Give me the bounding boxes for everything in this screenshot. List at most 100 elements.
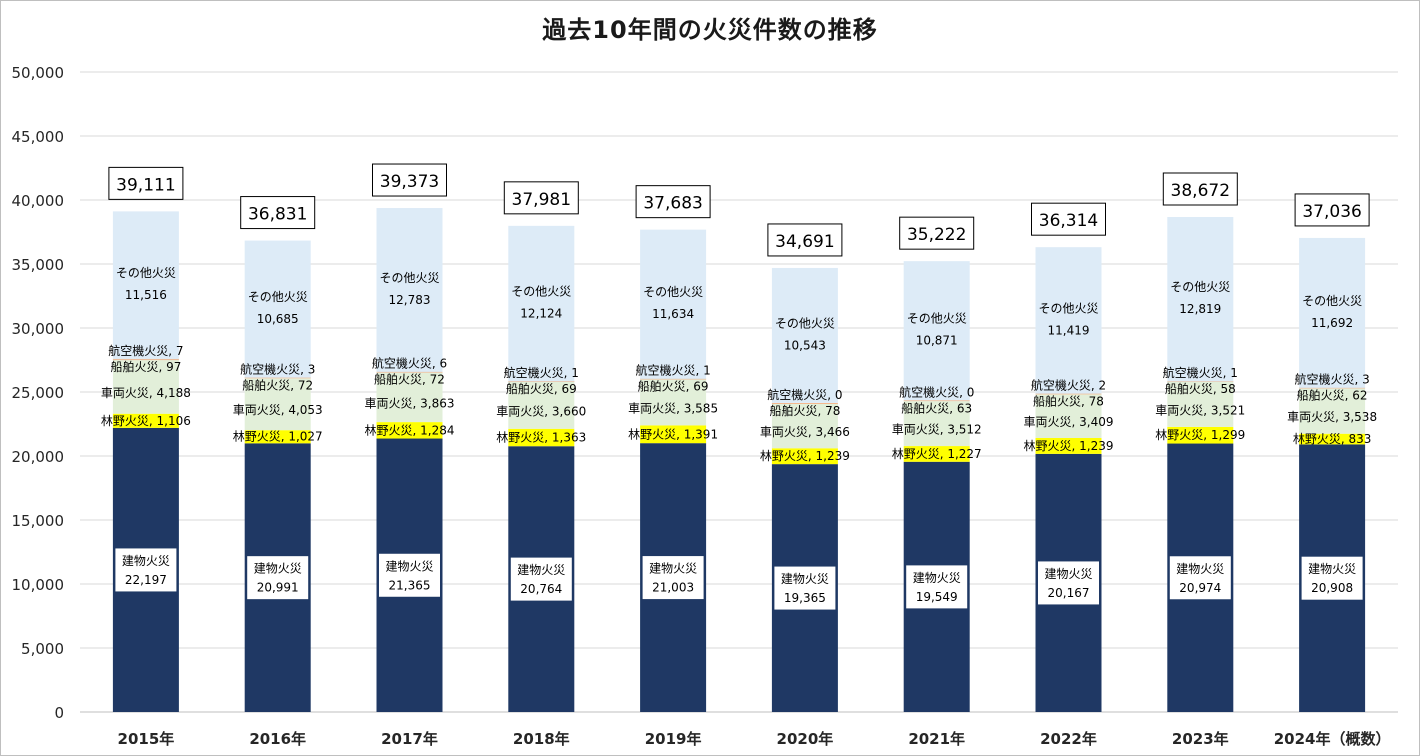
bar-segment	[903, 400, 970, 402]
bar-segment	[1299, 237, 1366, 388]
data-label: 20,908	[1311, 581, 1353, 595]
data-label: 19,365	[784, 591, 826, 605]
total-label: 38,672	[1171, 181, 1230, 201]
bar-segment	[1299, 433, 1366, 445]
data-label: 建物火災	[781, 572, 829, 586]
total-label-box	[899, 216, 975, 250]
data-label: 建物火災	[913, 571, 961, 585]
data-label: 12,783	[389, 293, 431, 307]
y-tick-label: 10,000	[12, 576, 65, 594]
data-label: 車両火災, 3,409	[1024, 415, 1114, 429]
bar-segment	[112, 413, 179, 428]
x-tick-label: 2023年	[1172, 730, 1229, 748]
data-label: 林野火災, 1,299	[1155, 428, 1245, 442]
data-label: 車両火災, 4,053	[233, 403, 323, 417]
data-label: その他火災	[1302, 294, 1362, 308]
data-label: 航空機火災, 0	[899, 384, 974, 399]
x-tick-label: 2024年（概数）	[1274, 730, 1391, 748]
bar-segment	[1035, 394, 1102, 439]
data-label: 車両火災, 3,660	[496, 404, 586, 418]
data-label: 林野火災, 1,227	[892, 447, 982, 461]
data-label: 10,543	[784, 338, 826, 352]
total-label-box	[372, 163, 447, 197]
data-label: 建物火災	[1044, 567, 1092, 581]
y-tick-label: 5,000	[21, 640, 64, 658]
data-label: その他火災	[116, 266, 176, 280]
data-label: 建物火災	[122, 554, 170, 568]
data-label: 10,871	[916, 334, 958, 348]
data-label-box	[1037, 560, 1100, 606]
data-label: その他火災	[511, 284, 571, 298]
total-label: 36,314	[1039, 211, 1098, 231]
x-tick-label: 2020年	[777, 730, 834, 748]
bar-segment	[1167, 381, 1234, 427]
data-label: 船舶火災, 72	[374, 372, 445, 387]
data-label-box	[246, 555, 310, 601]
bar-segment	[112, 358, 179, 360]
data-label: 船舶火災, 72	[242, 377, 313, 392]
bar-segment	[771, 267, 838, 403]
data-label: その他火災	[248, 290, 308, 304]
data-label: 航空機火災, 6	[372, 356, 447, 371]
data-label: 車両火災, 3,512	[892, 423, 982, 437]
total-label: 34,691	[775, 232, 834, 252]
y-tick-label: 50,000	[12, 64, 65, 82]
data-label: 船舶火災, 69	[506, 381, 577, 396]
bar-segment	[640, 229, 707, 379]
bar-segment	[1299, 388, 1366, 434]
data-label: 建物火災	[1308, 562, 1356, 576]
data-label: 林野火災, 1,391	[628, 427, 718, 441]
x-tick-label: 2022年	[1040, 730, 1097, 748]
data-label: 林野火災, 833	[1293, 432, 1372, 446]
data-label: その他火災	[775, 316, 835, 330]
bar-segment	[244, 430, 311, 444]
total-label-box	[635, 185, 711, 219]
bar-segment	[376, 208, 443, 372]
bar-segment	[112, 360, 179, 414]
data-label: 建物火災	[649, 562, 697, 576]
data-label: その他火災	[1038, 301, 1098, 315]
bar-segment	[1167, 381, 1234, 382]
data-label: 21,365	[389, 578, 431, 592]
total-label-box	[1031, 202, 1106, 236]
data-label: 船舶火災, 97	[110, 359, 181, 374]
y-tick-label: 30,000	[12, 320, 65, 338]
bar-segment	[508, 381, 575, 382]
data-label: 林野火災, 1,284	[365, 423, 455, 437]
data-label: その他火災	[379, 271, 439, 285]
bar-segment	[1299, 387, 1366, 389]
bar-segment	[771, 448, 838, 465]
y-tick-label: 40,000	[12, 192, 65, 210]
bar-segment	[376, 371, 443, 373]
data-label: 20,167	[1048, 586, 1090, 600]
data-label: 20,991	[257, 581, 299, 595]
data-label: 11,692	[1311, 316, 1353, 330]
total-label-box	[503, 181, 579, 215]
bar-segment	[640, 378, 707, 380]
total-label: 36,831	[248, 205, 307, 225]
bar-segment	[903, 446, 970, 462]
data-label: 船舶火災, 78	[769, 403, 840, 418]
data-label-box	[509, 556, 573, 602]
bar-segment	[771, 403, 838, 449]
bar-segment	[640, 425, 707, 444]
data-label: その他火災	[643, 285, 703, 299]
data-label: 航空機火災, 3	[240, 361, 315, 376]
data-label: 11,419	[1048, 323, 1090, 337]
data-label-box	[378, 552, 441, 598]
data-label: 11,516	[125, 288, 167, 302]
data-label: 船舶火災, 69	[638, 379, 709, 394]
y-tick-label: 45,000	[12, 128, 65, 146]
data-label: 車両火災, 4,188	[101, 386, 191, 400]
bar-segment	[244, 378, 311, 431]
data-label: 航空機火災, 1	[1163, 365, 1238, 380]
chart-title: 過去10年間の火災件数の推移	[542, 16, 878, 44]
total-label-box	[1294, 193, 1370, 227]
data-label: 航空機火災, 7	[108, 343, 183, 358]
bar-segment	[508, 381, 575, 429]
data-label-box	[1300, 555, 1364, 601]
x-tick-label: 2018年	[513, 730, 570, 748]
data-label: 林野火災, 1,239	[760, 449, 850, 463]
data-label: 船舶火災, 62	[1297, 388, 1368, 403]
x-tick-label: 2016年	[249, 730, 306, 748]
